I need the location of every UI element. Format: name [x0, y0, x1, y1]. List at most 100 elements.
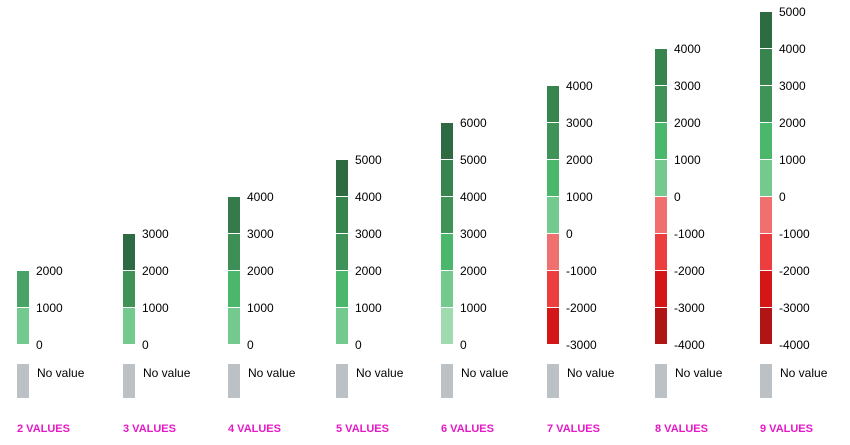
tick-label: -2000: [779, 264, 810, 278]
color-step: [760, 234, 772, 270]
legend-caption: 8 VALUES: [655, 423, 708, 435]
color-step: [760, 160, 772, 196]
color-step: [547, 271, 559, 307]
color-step: [760, 271, 772, 307]
no-value-label: No value: [248, 366, 296, 380]
legend-2-values: 2000 1000 0 No value 2 VALUES: [17, 0, 117, 445]
legend-5-values: 5000 4000 3000 2000 1000 0 No value 5 VALUES: [336, 0, 436, 445]
color-step: [17, 308, 29, 344]
tick-label: -3000: [566, 338, 597, 352]
tick-label: -2000: [566, 301, 597, 315]
color-step: [547, 86, 559, 122]
tick-label: 5000: [779, 5, 806, 19]
tick-label: 2000: [674, 116, 701, 130]
legend-4-values: 4000 3000 2000 1000 0 No value 4 VALUES: [228, 0, 328, 445]
color-step: [547, 308, 559, 344]
tick-label: 1000: [142, 301, 169, 315]
color-step: [655, 234, 667, 270]
color-step: [123, 308, 135, 344]
tick-label: 2000: [142, 264, 169, 278]
color-step: [655, 160, 667, 196]
color-step: [228, 234, 240, 270]
color-step: [760, 49, 772, 85]
tick-label: 1000: [460, 301, 487, 315]
legend-3-values: 3000 2000 1000 0 No value 3 VALUES: [123, 0, 223, 445]
no-value-label: No value: [675, 366, 723, 380]
color-step: [655, 123, 667, 159]
color-step: [336, 197, 348, 233]
color-step: [441, 197, 453, 233]
tick-label: 4000: [566, 79, 593, 93]
no-value-label: No value: [461, 366, 509, 380]
tick-label: -3000: [779, 301, 810, 315]
color-step: [655, 197, 667, 233]
tick-label: 2000: [460, 264, 487, 278]
color-step: [441, 234, 453, 270]
color-step: [336, 160, 348, 196]
tick-label: 5000: [460, 153, 487, 167]
tick-label: 4000: [355, 190, 382, 204]
no-value-label: No value: [143, 366, 191, 380]
color-step: [655, 86, 667, 122]
tick-label: -4000: [779, 338, 810, 352]
tick-label: 0: [674, 190, 681, 204]
tick-label: 2000: [779, 116, 806, 130]
color-step: [760, 12, 772, 48]
no-value-swatch: [547, 364, 559, 398]
no-value-swatch: [441, 364, 453, 398]
color-step: [123, 234, 135, 270]
color-step: [760, 308, 772, 344]
color-step: [17, 271, 29, 307]
color-step: [228, 271, 240, 307]
tick-label: 1000: [247, 301, 274, 315]
color-step: [547, 234, 559, 270]
tick-label: 2000: [36, 264, 63, 278]
tick-label: 0: [142, 338, 149, 352]
tick-label: 0: [460, 338, 467, 352]
color-step: [547, 160, 559, 196]
color-step: [547, 123, 559, 159]
color-step: [655, 308, 667, 344]
tick-label: 4000: [247, 190, 274, 204]
no-value-swatch: [760, 364, 772, 398]
no-value-label: No value: [37, 366, 85, 380]
color-step: [760, 86, 772, 122]
color-step: [228, 197, 240, 233]
tick-label: -1000: [566, 264, 597, 278]
color-step: [336, 308, 348, 344]
tick-label: 1000: [674, 153, 701, 167]
tick-label: 1000: [36, 301, 63, 315]
no-value-label: No value: [780, 366, 828, 380]
tick-label: 3000: [247, 227, 274, 241]
legend-7-values: 4000 3000 2000 1000 0 -1000 -2000 -3000 No value…: [547, 0, 647, 445]
no-value-swatch: [123, 364, 135, 398]
color-step: [655, 271, 667, 307]
tick-label: -1000: [674, 227, 705, 241]
tick-label: 3000: [566, 116, 593, 130]
tick-label: -3000: [674, 301, 705, 315]
color-step: [760, 197, 772, 233]
no-value-swatch: [336, 364, 348, 398]
tick-label: 4000: [460, 190, 487, 204]
color-step: [123, 271, 135, 307]
color-step: [441, 123, 453, 159]
no-value-swatch: [228, 364, 240, 398]
no-value-label: No value: [356, 366, 404, 380]
color-step: [228, 308, 240, 344]
tick-label: 2000: [355, 264, 382, 278]
tick-label: 0: [36, 338, 43, 352]
color-step: [441, 160, 453, 196]
tick-label: 0: [779, 190, 786, 204]
tick-label: -2000: [674, 264, 705, 278]
tick-label: 2000: [247, 264, 274, 278]
tick-label: 6000: [460, 116, 487, 130]
tick-label: 2000: [566, 153, 593, 167]
legend-6-values: 6000 5000 4000 3000 2000 1000 0 No value 6 VALUE…: [441, 0, 541, 445]
legend-caption: 6 VALUES: [441, 423, 494, 435]
tick-label: 1000: [355, 301, 382, 315]
color-step: [336, 234, 348, 270]
legend-9-values: 5000 4000 3000 2000 1000 0 -1000 -2000 -3000 -400…: [760, 0, 850, 445]
color-step: [336, 271, 348, 307]
color-step: [655, 49, 667, 85]
no-value-swatch: [655, 364, 667, 398]
